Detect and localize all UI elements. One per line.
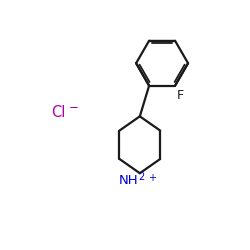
Text: +: + [148,173,156,183]
Text: Cl: Cl [51,105,65,120]
Text: 2: 2 [138,172,145,182]
Text: −: − [69,101,78,114]
Text: NH: NH [119,174,139,188]
Text: F: F [177,90,184,102]
